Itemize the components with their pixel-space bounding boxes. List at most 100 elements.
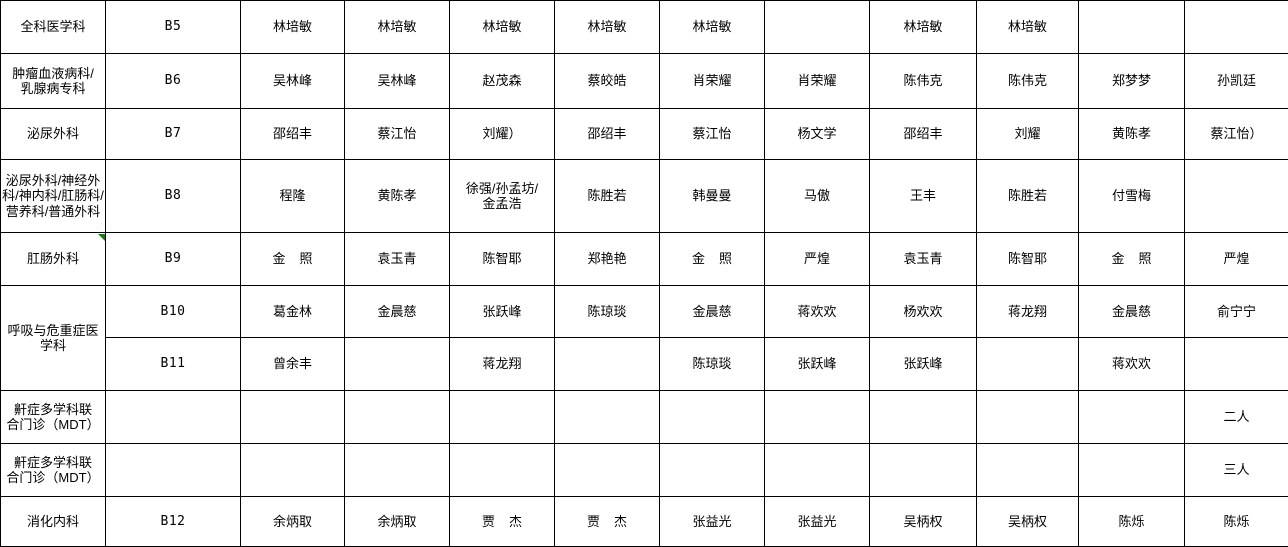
- doctor-name-cell[interactable]: 余炳取: [345, 497, 450, 547]
- doctor-name-cell[interactable]: 黄陈孝: [345, 160, 450, 233]
- empty-cell[interactable]: [870, 444, 977, 497]
- doctor-name-cell[interactable]: 陈智耶: [450, 233, 555, 286]
- empty-cell[interactable]: [977, 391, 1079, 444]
- department-cell[interactable]: 泌尿外科: [1, 109, 106, 160]
- empty-cell[interactable]: [555, 338, 660, 391]
- doctor-name-cell[interactable]: 孙凯廷: [1185, 54, 1288, 109]
- empty-cell[interactable]: [660, 444, 765, 497]
- empty-cell[interactable]: [345, 391, 450, 444]
- empty-cell[interactable]: [1079, 391, 1185, 444]
- doctor-name-cell[interactable]: 吴林峰: [241, 54, 345, 109]
- doctor-name-cell[interactable]: 葛金林: [241, 286, 345, 338]
- empty-cell[interactable]: [450, 391, 555, 444]
- doctor-name-cell[interactable]: 韩曼曼: [660, 160, 765, 233]
- doctor-name-cell[interactable]: 金晨慈: [1079, 286, 1185, 338]
- doctor-name-cell[interactable]: 贾杰: [555, 497, 660, 547]
- doctor-name-cell[interactable]: 严煌: [1185, 233, 1288, 286]
- doctor-name-cell[interactable]: 俞宁宁: [1185, 286, 1288, 338]
- doctor-name-cell[interactable]: 余炳取: [241, 497, 345, 547]
- doctor-name-cell[interactable]: 蒋龙翔: [450, 338, 555, 391]
- empty-cell[interactable]: [1079, 444, 1185, 497]
- doctor-name-cell[interactable]: 张益光: [660, 497, 765, 547]
- empty-cell[interactable]: [1185, 338, 1288, 391]
- doctor-name-cell[interactable]: 金晨慈: [345, 286, 450, 338]
- room-code-cell[interactable]: B11: [106, 338, 241, 391]
- empty-cell[interactable]: [765, 444, 870, 497]
- empty-cell[interactable]: [1079, 1, 1185, 54]
- empty-cell[interactable]: [555, 444, 660, 497]
- department-cell[interactable]: 呼吸与危重症医学科: [1, 286, 106, 391]
- doctor-name-cell[interactable]: 肖荣耀: [660, 54, 765, 109]
- empty-cell[interactable]: [870, 391, 977, 444]
- doctor-name-cell[interactable]: 蔡江怡: [660, 109, 765, 160]
- empty-cell[interactable]: [241, 444, 345, 497]
- doctor-name-cell[interactable]: 付雪梅: [1079, 160, 1185, 233]
- doctor-name-cell[interactable]: 金晨慈: [660, 286, 765, 338]
- doctor-name-cell[interactable]: 曾余丰: [241, 338, 345, 391]
- room-code-cell[interactable]: [106, 391, 241, 444]
- doctor-name-cell[interactable]: 刘耀）: [450, 109, 555, 160]
- doctor-name-cell[interactable]: 郑梦梦: [1079, 54, 1185, 109]
- doctor-name-cell[interactable]: 林培敏: [241, 1, 345, 54]
- doctor-name-cell[interactable]: 王丰: [870, 160, 977, 233]
- doctor-name-cell[interactable]: 邵绍丰: [241, 109, 345, 160]
- room-code-cell[interactable]: B9: [106, 233, 241, 286]
- doctor-name-cell[interactable]: 杨欢欢: [870, 286, 977, 338]
- doctor-name-cell[interactable]: 二人: [1185, 391, 1288, 444]
- doctor-name-cell[interactable]: 三人: [1185, 444, 1288, 497]
- doctor-name-cell[interactable]: 林培敏: [660, 1, 765, 54]
- doctor-name-cell[interactable]: 张跃峰: [765, 338, 870, 391]
- department-cell[interactable]: 全科医学科: [1, 1, 106, 54]
- doctor-name-cell[interactable]: 吴林峰: [345, 54, 450, 109]
- empty-cell[interactable]: [765, 1, 870, 54]
- doctor-name-cell[interactable]: 徐强/孙孟坊/ 金孟浩: [450, 160, 555, 233]
- room-code-cell[interactable]: B12: [106, 497, 241, 547]
- doctor-name-cell[interactable]: 金照: [241, 233, 345, 286]
- doctor-name-cell[interactable]: 马傲: [765, 160, 870, 233]
- empty-cell[interactable]: [450, 444, 555, 497]
- table-row[interactable]: 鼾症多学科联 合门诊（MDT） 二人: [1, 391, 1288, 444]
- empty-cell[interactable]: [555, 391, 660, 444]
- doctor-name-cell[interactable]: 金照: [1079, 233, 1185, 286]
- doctor-name-cell[interactable]: 蒋龙翔: [977, 286, 1079, 338]
- doctor-name-cell[interactable]: 杨文学: [765, 109, 870, 160]
- doctor-name-cell[interactable]: 郑艳艳: [555, 233, 660, 286]
- doctor-name-cell[interactable]: 张跃峰: [870, 338, 977, 391]
- doctor-name-cell[interactable]: 林培敏: [555, 1, 660, 54]
- doctor-name-cell[interactable]: 邵绍丰: [870, 109, 977, 160]
- empty-cell[interactable]: [1185, 1, 1288, 54]
- department-cell[interactable]: 消化内科: [1, 497, 106, 547]
- doctor-name-cell[interactable]: 程隆: [241, 160, 345, 233]
- doctor-name-cell[interactable]: 林培敏: [345, 1, 450, 54]
- doctor-name-cell[interactable]: 陈烁: [1185, 497, 1288, 547]
- doctor-name-cell[interactable]: 刘耀: [977, 109, 1079, 160]
- room-code-cell[interactable]: B8: [106, 160, 241, 233]
- department-cell[interactable]: 鼾症多学科联 合门诊（MDT）: [1, 391, 106, 444]
- doctor-name-cell[interactable]: 严煌: [765, 233, 870, 286]
- room-code-cell[interactable]: B7: [106, 109, 241, 160]
- doctor-name-cell[interactable]: 袁玉青: [870, 233, 977, 286]
- doctor-name-cell[interactable]: 袁玉青: [345, 233, 450, 286]
- doctor-name-cell[interactable]: 张跃峰: [450, 286, 555, 338]
- doctor-name-cell[interactable]: 吴柄权: [870, 497, 977, 547]
- doctor-name-cell[interactable]: 蔡江怡）: [1185, 109, 1288, 160]
- doctor-name-cell[interactable]: 陈琼琰: [555, 286, 660, 338]
- doctor-name-cell[interactable]: 贾杰: [450, 497, 555, 547]
- doctor-name-cell[interactable]: 陈烁: [1079, 497, 1185, 547]
- doctor-name-cell[interactable]: 邵绍丰: [555, 109, 660, 160]
- doctor-name-cell[interactable]: 赵茂森: [450, 54, 555, 109]
- department-cell[interactable]: 鼾症多学科联 合门诊（MDT）: [1, 444, 106, 497]
- table-row[interactable]: 鼾症多学科联 合门诊（MDT） 三人: [1, 444, 1288, 497]
- empty-cell[interactable]: [765, 391, 870, 444]
- doctor-name-cell[interactable]: 金照: [660, 233, 765, 286]
- room-code-cell[interactable]: B5: [106, 1, 241, 54]
- empty-cell[interactable]: [1185, 160, 1288, 233]
- department-cell[interactable]: 肿瘤血液病科/ 乳腺病专科: [1, 54, 106, 109]
- doctor-name-cell[interactable]: 蔡江怡: [345, 109, 450, 160]
